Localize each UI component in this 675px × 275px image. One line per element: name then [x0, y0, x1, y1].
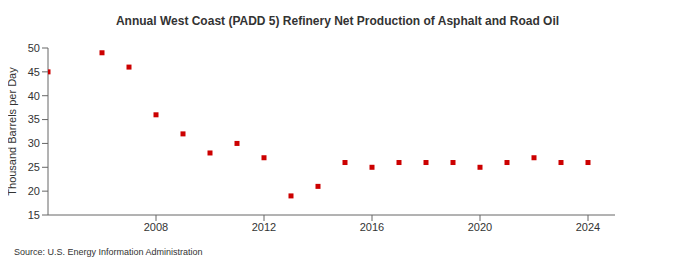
svg-text:2024: 2024 — [576, 221, 600, 233]
svg-text:2012: 2012 — [252, 221, 276, 233]
svg-text:2020: 2020 — [468, 221, 492, 233]
svg-text:35: 35 — [28, 113, 40, 125]
svg-text:40: 40 — [28, 90, 40, 102]
svg-text:2016: 2016 — [360, 221, 384, 233]
svg-text:15: 15 — [28, 209, 40, 221]
svg-text:25: 25 — [28, 161, 40, 173]
svg-text:2008: 2008 — [144, 221, 168, 233]
svg-text:30: 30 — [28, 137, 40, 149]
svg-text:45: 45 — [28, 66, 40, 78]
svg-text:50: 50 — [28, 42, 40, 54]
html-text:Annual West Coast (PADD 5) Ref: Annual West Coast (PADD 5) Refinery Net … — [115, 14, 560, 28]
html-text:Source: U.S. Energy Informatio: Source: U.S. Energy Information Administ… — [14, 247, 203, 257]
svg-text:Thousand Barrels per Day: Thousand Barrels per Day — [8, 67, 18, 196]
svg-text:20: 20 — [28, 185, 40, 197]
